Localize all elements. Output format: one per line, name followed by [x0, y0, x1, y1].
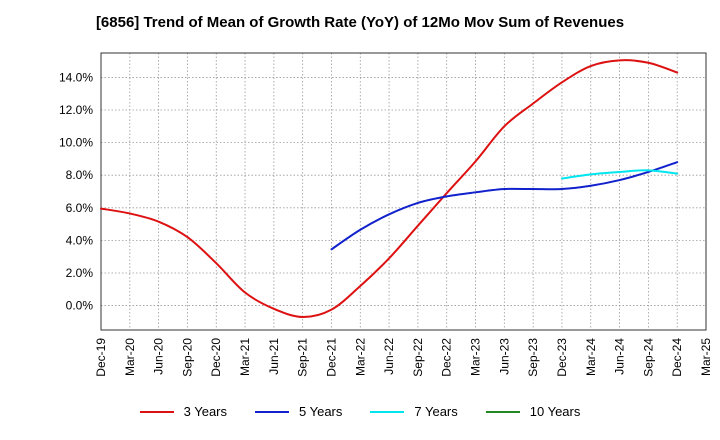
x-tick-label: Dec-24 [670, 338, 684, 377]
x-tick-label: Dec-21 [324, 338, 338, 377]
x-tick-label: Jun-22 [382, 338, 396, 375]
legend-item-10-years: 10 Years [485, 404, 581, 419]
y-tick-label: 2.0% [66, 266, 94, 280]
legend-label: 7 Years [414, 404, 458, 419]
x-tick-label: Mar-20 [123, 338, 137, 376]
x-tick-label: Sep-20 [180, 338, 194, 377]
x-tick-label: Mar-23 [469, 338, 483, 376]
series-line-7-years [560, 169, 679, 180]
x-tick-label: Dec-19 [94, 338, 108, 377]
y-tick-label: 14.0% [59, 70, 93, 84]
legend-item-5-years: 5 Years [255, 404, 342, 419]
x-tick-label: Mar-25 [699, 338, 713, 376]
legend-label: 5 Years [299, 404, 343, 419]
series-layer [100, 59, 679, 318]
y-tick-label: 4.0% [66, 233, 94, 247]
axis-layer: 0.0% 2.0% 4.0% 6.0% 8.0% 10.0% 12.0% 14.0% Dec-1… [59, 52, 713, 377]
legend-item-3-years: 3 Years [139, 404, 227, 419]
plot-border [100, 52, 707, 331]
chart-title: [6856] Trend of Mean of Growth Rate (YoY… [95, 14, 625, 31]
x-tick-label: Jun-23 [497, 338, 511, 375]
y-tick-label: 0.0% [66, 299, 94, 313]
legend: 3 Years 5 Years 7 Years 10 Years [0, 404, 720, 419]
y-tick-label: 8.0% [66, 168, 94, 182]
x-tick-label: Dec-23 [555, 338, 569, 377]
legend-label: 10 Years [529, 404, 581, 419]
x-tick-label: Sep-23 [526, 338, 540, 377]
x-tick-label: Sep-21 [296, 338, 310, 377]
legend-item-7-years: 7 Years [370, 404, 458, 419]
plot-background [101, 53, 706, 330]
series-line-3-years [100, 59, 679, 318]
x-tick-label: Jun-20 [152, 338, 166, 375]
legend-swatch [139, 410, 174, 413]
x-tick-label: Sep-24 [641, 338, 655, 377]
legend-swatch [255, 410, 289, 413]
x-tick-label: Mar-22 [353, 338, 367, 376]
x-tick-label: Dec-20 [209, 338, 223, 377]
legend-label: 3 Years [183, 404, 227, 419]
y-tick-label: 12.0% [59, 103, 93, 117]
series-line-5-years [330, 161, 679, 251]
x-tick-label: Jun-24 [613, 338, 627, 375]
grid-layer [100, 53, 707, 330]
x-tick-label: Sep-22 [411, 338, 425, 377]
x-tick-label: Jun-21 [267, 338, 281, 375]
legend-swatch [370, 410, 405, 413]
x-tick-label: Mar-24 [584, 338, 598, 376]
y-tick-label: 10.0% [59, 136, 93, 150]
y-tick-label: 6.0% [66, 201, 94, 215]
x-tick-label: Mar-21 [238, 338, 252, 376]
legend-swatch [485, 410, 520, 413]
x-tick-label: Dec-22 [440, 338, 454, 377]
